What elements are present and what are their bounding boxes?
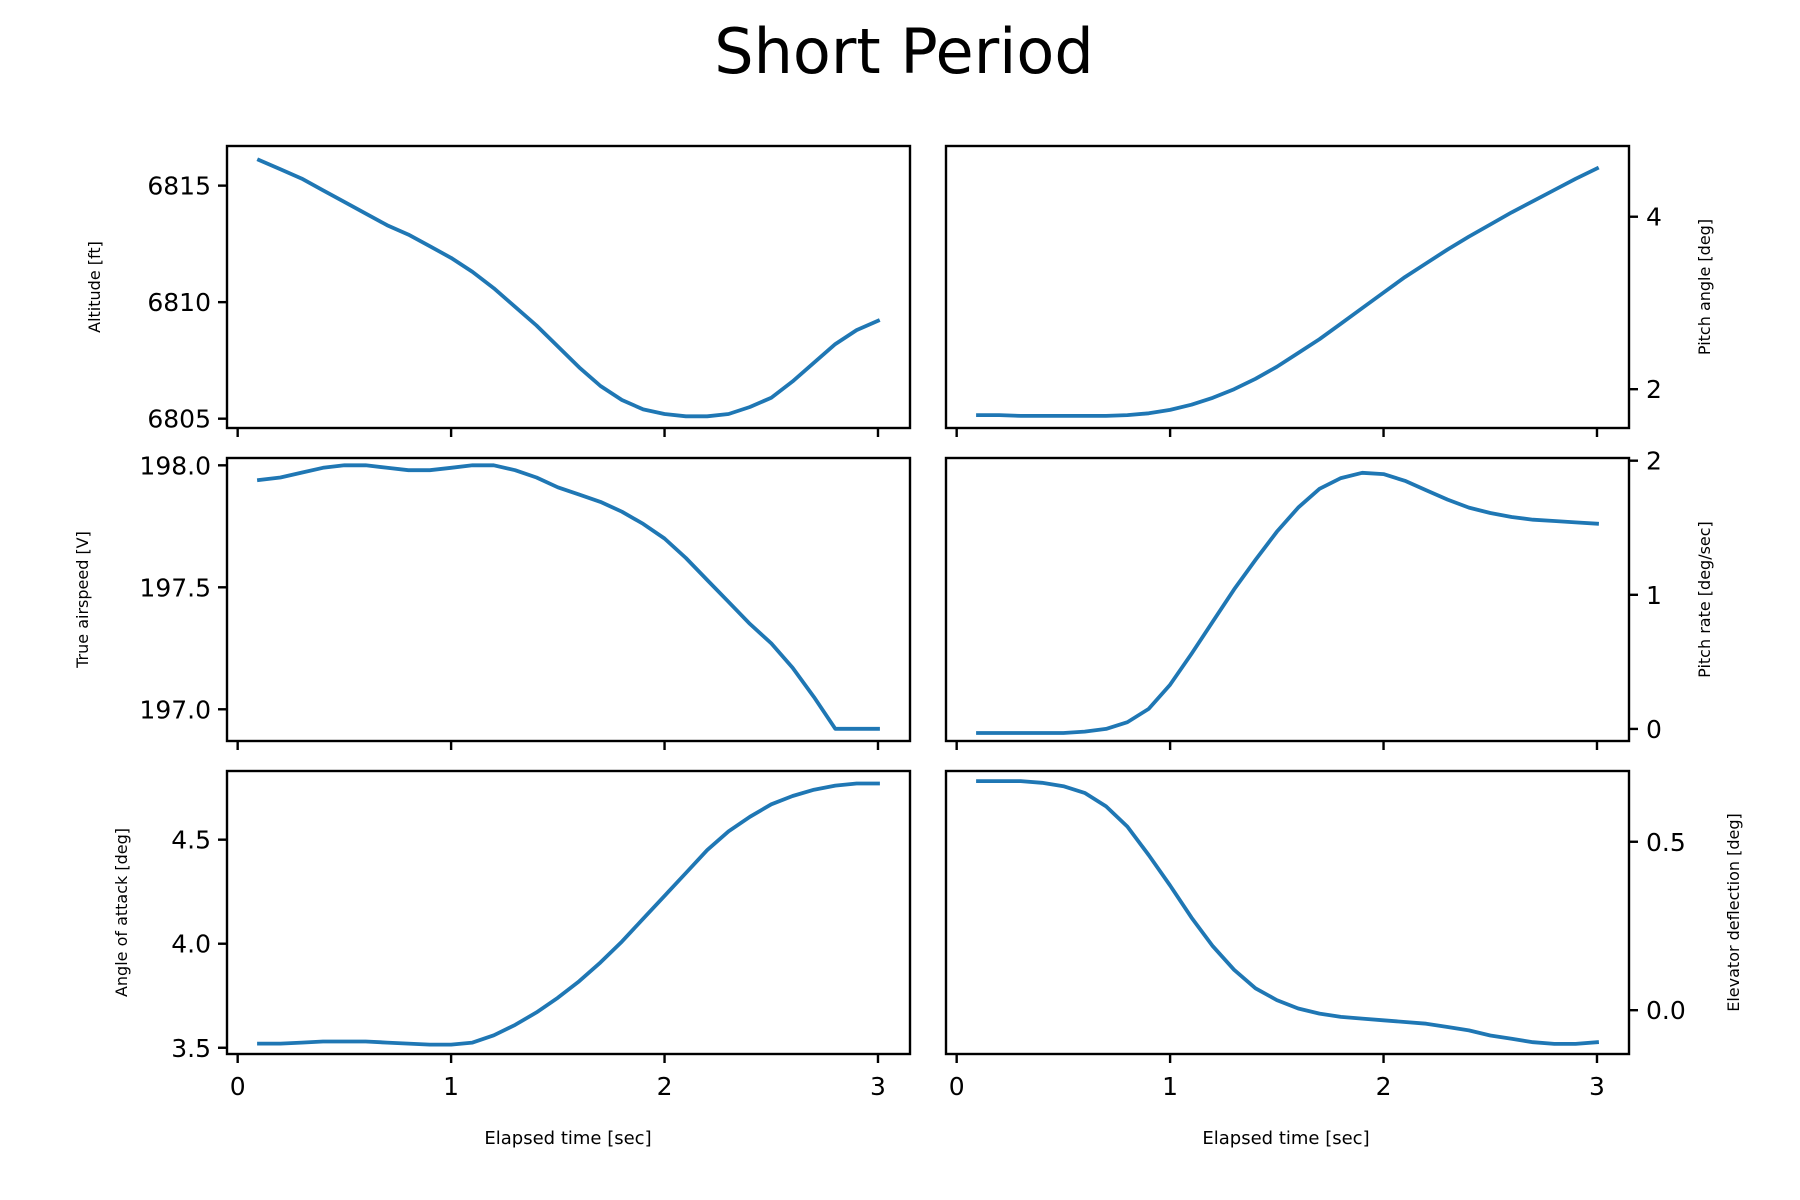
elevator-deflection-y-tick-label: 0.5: [1646, 828, 1686, 857]
pitch-rate-y-axis-label: Pitch rate [deg/sec]: [1695, 521, 1714, 678]
pitch-rate-y-tick-label: 2: [1646, 447, 1662, 476]
angle-of-attack-series-line: [257, 781, 880, 1047]
elevator-deflection-y-axis-label: Elevator deflection [deg]: [1724, 813, 1743, 1012]
angle-of-attack-y-tick-label: 4.0: [171, 930, 211, 959]
pitch-rate-series-line: [976, 470, 1600, 735]
angle-of-attack-x-tick-label: 3: [870, 1072, 886, 1101]
altitude-series-line: [256, 157, 881, 419]
pitch-rate-y-tick-label: 1: [1646, 581, 1662, 610]
pitch-angle-y-axis-label: Pitch angle [deg]: [1695, 219, 1714, 355]
pitch-angle-y-tick-label: 4: [1646, 203, 1662, 232]
pitch-angle-subplot: 2 4 Pitch angle [deg]: [944, 144, 1714, 437]
altitude-subplot: 6805 6810 6815 Altitude [ft]: [85, 144, 912, 437]
elevator-deflection-x-tick-label: 0: [949, 1072, 965, 1101]
altitude-y-tick-label: 6815: [147, 172, 211, 201]
x-axis-label-left: Elapsed time [sec]: [484, 1128, 651, 1149]
elevator-deflection-x-tick-label: 1: [1162, 1072, 1178, 1101]
pitch-rate-axes-frame: [944, 456, 1631, 743]
x-axis-label-right: Elapsed time [sec]: [1202, 1128, 1369, 1149]
elevator-deflection-y-tick-label: 0.0: [1646, 996, 1686, 1025]
true-airspeed-y-tick-label: 198.0: [139, 451, 211, 480]
altitude-axes-frame: [225, 144, 912, 430]
angle-of-attack-x-tick-label: 1: [443, 1072, 459, 1101]
true-airspeed-subplot: 197.0 197.5 198.0 True airspeed [V]: [73, 451, 912, 750]
angle-of-attack-subplot: 0 1 2 3 3.5 4.0 4.5 Angle of attack [deg]: [112, 769, 912, 1101]
altitude-y-tick-label: 6805: [147, 405, 211, 434]
elevator-deflection-series-line: [976, 779, 1600, 1046]
elevator-deflection-subplot: 0 1 2 3 0.0 0.5 Elevator deflection [deg]: [944, 769, 1743, 1101]
elevator-deflection-axes-frame: [944, 769, 1631, 1056]
pitch-rate-subplot: 0 1 2 Pitch rate [deg/sec]: [944, 447, 1714, 750]
pitch-angle-y-tick-label: 2: [1646, 375, 1662, 404]
angle-of-attack-x-tick-label: 2: [657, 1072, 673, 1101]
true-airspeed-y-axis-label: True airspeed [V]: [73, 531, 92, 669]
pitch-angle-series-line: [976, 165, 1600, 418]
angle-of-attack-axes-frame: [225, 769, 912, 1056]
angle-of-attack-y-axis-label: Angle of attack [deg]: [112, 828, 131, 997]
altitude-y-axis-label: Altitude [ft]: [85, 241, 104, 333]
true-airspeed-series-line: [256, 463, 880, 731]
figure-title: Short Period: [714, 15, 1093, 88]
pitch-angle-axes-frame: [944, 144, 1631, 430]
true-airspeed-axes-frame: [225, 456, 912, 743]
true-airspeed-y-tick-label: 197.0: [139, 695, 211, 724]
altitude-y-tick-label: 6810: [147, 288, 211, 317]
angle-of-attack-y-tick-label: 3.5: [171, 1034, 211, 1063]
pitch-rate-y-tick-label: 0: [1646, 715, 1662, 744]
angle-of-attack-x-tick-label: 0: [230, 1072, 246, 1101]
elevator-deflection-x-tick-label: 2: [1376, 1072, 1392, 1101]
true-airspeed-y-tick-label: 197.5: [139, 573, 211, 602]
elevator-deflection-x-tick-label: 3: [1589, 1072, 1605, 1101]
angle-of-attack-y-tick-label: 4.5: [171, 826, 211, 855]
